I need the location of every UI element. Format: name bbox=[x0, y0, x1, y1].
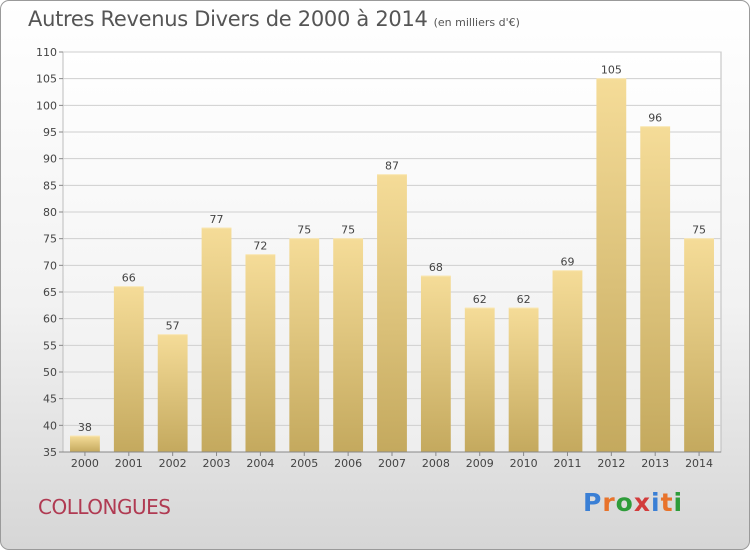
bar bbox=[245, 254, 276, 452]
data-label: 69 bbox=[560, 256, 574, 269]
data-label: 62 bbox=[473, 293, 487, 306]
x-tick-label: 2004 bbox=[246, 457, 274, 470]
y-tick-label: 80 bbox=[43, 206, 57, 219]
x-tick-label: 2000 bbox=[71, 457, 99, 470]
x-tick-label: 2008 bbox=[422, 457, 450, 470]
x-tick-label: 2009 bbox=[466, 457, 494, 470]
data-label: 87 bbox=[385, 160, 399, 173]
y-tick-label: 50 bbox=[43, 366, 57, 379]
x-tick-label: 2011 bbox=[553, 457, 581, 470]
bar bbox=[201, 228, 232, 452]
logo-letter: t bbox=[660, 488, 674, 517]
bar bbox=[596, 78, 627, 453]
bar bbox=[157, 334, 188, 452]
x-tick-label: 2001 bbox=[115, 457, 143, 470]
logo-letter: x bbox=[633, 488, 651, 517]
x-tick-label: 2003 bbox=[203, 457, 231, 470]
bar bbox=[684, 238, 714, 452]
y-tick-label: 95 bbox=[43, 126, 57, 139]
x-tick-label: 2013 bbox=[641, 457, 669, 470]
x-tick-label: 2010 bbox=[510, 457, 538, 470]
y-tick-label: 85 bbox=[43, 179, 57, 192]
y-tick-label: 105 bbox=[36, 73, 57, 86]
logo-letter: P bbox=[583, 488, 603, 517]
data-label: 66 bbox=[122, 272, 136, 285]
y-tick-label: 60 bbox=[43, 313, 57, 326]
x-tick-label: 2012 bbox=[597, 457, 625, 470]
x-tick-label: 2005 bbox=[290, 457, 318, 470]
y-tick-label: 40 bbox=[43, 419, 57, 432]
y-tick-label: 90 bbox=[43, 153, 57, 166]
bar bbox=[70, 436, 100, 452]
logo-letter: r bbox=[602, 488, 616, 517]
y-tick-label: 110 bbox=[36, 46, 57, 59]
data-label: 68 bbox=[429, 261, 443, 274]
y-tick-label: 75 bbox=[43, 233, 57, 246]
y-tick-label: 70 bbox=[43, 259, 57, 272]
bar bbox=[333, 238, 364, 452]
bar bbox=[377, 174, 407, 452]
x-tick-label: 2002 bbox=[159, 457, 187, 470]
commune-name: COLLONGUES bbox=[38, 495, 171, 519]
chart-title: Autres Revenus Divers de 2000 à 2014 bbox=[28, 7, 428, 31]
bar bbox=[508, 308, 539, 452]
bar bbox=[420, 276, 451, 452]
data-label: 96 bbox=[648, 112, 662, 125]
bar bbox=[552, 270, 583, 452]
bar bbox=[640, 126, 671, 453]
bar bbox=[289, 238, 320, 452]
data-label: 38 bbox=[78, 421, 92, 434]
x-tick-label: 2006 bbox=[334, 457, 362, 470]
y-tick-label: 100 bbox=[36, 99, 57, 112]
x-tick-label: 2014 bbox=[685, 457, 713, 470]
y-tick-label: 45 bbox=[43, 393, 57, 406]
data-label: 57 bbox=[166, 320, 180, 333]
y-tick-label: 35 bbox=[43, 446, 57, 459]
chart-title-block: Autres Revenus Divers de 2000 à 2014 (en … bbox=[28, 7, 520, 31]
data-label: 62 bbox=[517, 293, 531, 306]
data-label: 75 bbox=[692, 224, 706, 237]
x-tick-label: 2007 bbox=[378, 457, 406, 470]
bar bbox=[113, 286, 144, 452]
bar bbox=[464, 308, 495, 452]
data-label: 105 bbox=[601, 64, 622, 77]
logo-letter: i bbox=[651, 488, 661, 517]
logo-letter: i bbox=[673, 488, 684, 517]
y-tick-label: 65 bbox=[43, 286, 57, 299]
data-label: 75 bbox=[297, 224, 311, 237]
data-label: 72 bbox=[253, 240, 267, 253]
y-tick-label: 55 bbox=[43, 339, 57, 352]
chart-subtitle: (en milliers d'€) bbox=[433, 16, 520, 29]
logo-letter: o bbox=[615, 488, 634, 517]
proxiti-logo: Proxiti bbox=[583, 488, 683, 517]
data-label: 77 bbox=[210, 213, 224, 226]
data-label: 75 bbox=[341, 224, 355, 237]
